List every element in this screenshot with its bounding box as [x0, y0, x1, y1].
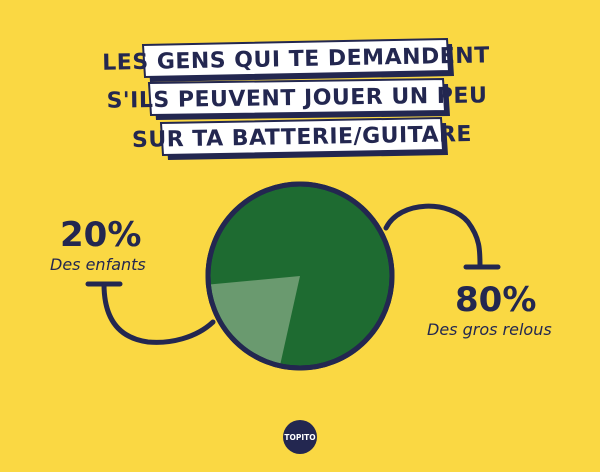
title-row-1: LES GENS QUI TE DEMANDENT	[102, 37, 490, 82]
logo-badge	[283, 420, 317, 454]
slice-label-relous: Des gros relous	[427, 320, 552, 339]
title-row-3-panel	[159, 116, 445, 157]
title-line-2: S'ILS PEUVENT JOUER UN PEU	[106, 83, 487, 113]
title-row-1-panel	[141, 37, 451, 79]
title-line-3: SUR TA BATTERIE/GUITARE	[132, 122, 472, 153]
pie-chart	[205, 181, 395, 371]
slice-value-relous: 80%	[455, 280, 536, 320]
title-row-3: SUR TA BATTERIE/GUITARE	[132, 116, 472, 160]
title-banner: LES GENS QUI TE DEMANDENT S'ILS PEUVENT …	[102, 37, 490, 160]
pie-slice-enfants	[210, 276, 300, 364]
slice-value-enfants: 20%	[60, 215, 141, 255]
title-row-2: S'ILS PEUVENT JOUER UN PEU	[106, 77, 488, 120]
logo-text: TOPITO	[284, 433, 315, 442]
title-row-2-panel	[147, 77, 447, 117]
topito-logo: TOPITO	[283, 420, 317, 454]
slice-label-enfants: Des enfants	[50, 255, 146, 274]
callout-line-right	[383, 203, 483, 269]
pie-rim	[205, 181, 395, 371]
callout-line-left	[101, 281, 216, 345]
